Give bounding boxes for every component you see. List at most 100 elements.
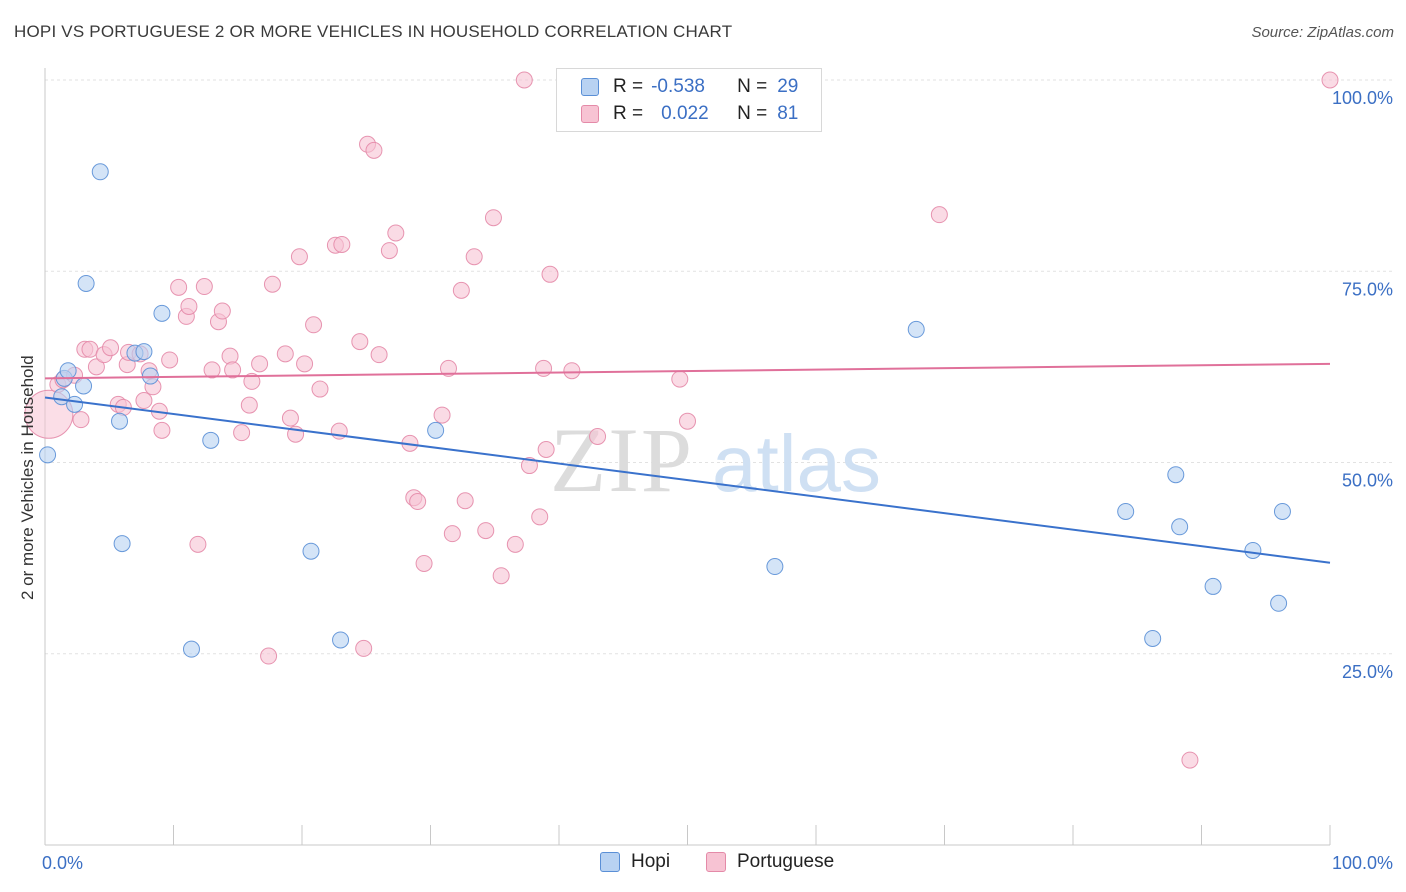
portuguese-legend-label: Portuguese <box>737 851 834 873</box>
portuguese-point <box>453 282 469 298</box>
hopi-point <box>60 363 76 379</box>
portuguese-point <box>306 317 322 333</box>
portuguese-point <box>388 225 404 241</box>
portuguese-point <box>444 526 460 542</box>
hopi-point <box>1145 630 1161 646</box>
y-axis-label: 2 or more Vehicles in Household <box>18 355 38 600</box>
portuguese-point <box>485 210 501 226</box>
portuguese-point <box>73 412 89 428</box>
hopi-swatch <box>581 78 599 96</box>
portuguese-point <box>457 493 473 509</box>
portuguese-point <box>356 640 372 656</box>
legend-item-portuguese[interactable]: Portuguese <box>706 851 834 873</box>
hopi-point <box>142 368 158 384</box>
portuguese-point <box>931 207 947 223</box>
portuguese-point <box>536 360 552 376</box>
portuguese-point <box>507 536 523 552</box>
hopi-n-label: N = <box>737 76 767 98</box>
portuguese-point <box>590 428 606 444</box>
hopi-legend-label: Hopi <box>631 851 670 873</box>
portuguese-point <box>542 266 558 282</box>
portuguese-point <box>190 536 206 552</box>
portuguese-point <box>516 72 532 88</box>
hopi-point <box>112 413 128 429</box>
portuguese-point <box>277 346 293 362</box>
hopi-point <box>303 543 319 559</box>
portuguese-r-label: R = <box>613 103 643 125</box>
portuguese-point <box>416 555 432 571</box>
portuguese-point <box>291 249 307 265</box>
portuguese-point <box>366 142 382 158</box>
hopi-point <box>78 275 94 291</box>
legend-row-hopi: R = -0.538 N = 29 <box>581 75 798 99</box>
hopi-point <box>136 344 152 360</box>
hopi-point <box>203 432 219 448</box>
hopi-point <box>1271 595 1287 611</box>
portuguese-point <box>241 397 257 413</box>
hopi-point <box>1168 467 1184 483</box>
hopi-point <box>76 378 92 394</box>
portuguese-point <box>381 243 397 259</box>
portuguese-point <box>154 422 170 438</box>
portuguese-n-label: N = <box>737 103 767 125</box>
portuguese-point <box>371 347 387 363</box>
portuguese-point <box>136 393 152 409</box>
portuguese-point <box>261 648 277 664</box>
portuguese-point <box>434 407 450 423</box>
portuguese-point <box>171 279 187 295</box>
hopi-point <box>1245 542 1261 558</box>
portuguese-point <box>312 381 328 397</box>
hopi-r-value: -0.538 <box>651 76 719 98</box>
portuguese-r-value: 0.022 <box>661 103 719 125</box>
hopi-point <box>92 164 108 180</box>
portuguese-point <box>181 298 197 314</box>
portuguese-point <box>1322 72 1338 88</box>
y-tick-label-75: 75.0% <box>1342 279 1393 299</box>
hopi-point <box>1172 519 1188 535</box>
portuguese-point <box>564 363 580 379</box>
hopi-point <box>40 447 56 463</box>
hopi-point <box>428 422 444 438</box>
portuguese-point <box>103 340 119 356</box>
watermark-zip: ZIP <box>550 409 694 511</box>
portuguese-n-value: 81 <box>777 103 798 125</box>
y-tick-label-100: 100.0% <box>1332 88 1393 108</box>
portuguese-point <box>680 413 696 429</box>
portuguese-point <box>264 276 280 292</box>
portuguese-point <box>214 303 230 319</box>
hopi-legend-swatch <box>600 852 620 872</box>
series-legend: Hopi Portuguese <box>0 851 1406 877</box>
portuguese-point <box>82 341 98 357</box>
watermark: ZIP atlas <box>550 409 881 511</box>
hopi-point <box>183 641 199 657</box>
hopi-point <box>1274 503 1290 519</box>
correlation-legend: R = -0.538 N = 29 R = 0.022 N = 81 <box>556 68 822 132</box>
portuguese-point <box>162 352 178 368</box>
portuguese-legend-swatch <box>706 852 726 872</box>
hopi-point <box>908 321 924 337</box>
legend-item-hopi[interactable]: Hopi <box>600 851 670 873</box>
portuguese-point <box>466 249 482 265</box>
grid-lines <box>45 80 1392 654</box>
portuguese-point <box>478 523 494 539</box>
portuguese-point <box>532 509 548 525</box>
hopi-point <box>1205 578 1221 594</box>
legend-row-portuguese: R = 0.022 N = 81 <box>581 102 798 126</box>
portuguese-point <box>1182 752 1198 768</box>
portuguese-point <box>538 441 554 457</box>
hopi-point <box>114 536 130 552</box>
portuguese-point <box>493 568 509 584</box>
portuguese-point <box>410 494 426 510</box>
portuguese-swatch <box>581 105 599 123</box>
portuguese-point <box>334 236 350 252</box>
portuguese-point <box>282 410 298 426</box>
y-tick-label-50: 50.0% <box>1342 471 1393 491</box>
portuguese-point <box>252 356 268 372</box>
portuguese-point <box>297 356 313 372</box>
hopi-n-value: 29 <box>777 76 798 98</box>
portuguese-point <box>352 334 368 350</box>
hopi-point <box>333 632 349 648</box>
y-tick-label-25: 25.0% <box>1342 662 1393 682</box>
hopi-point <box>154 305 170 321</box>
hopi-r-label: R = <box>613 76 643 98</box>
